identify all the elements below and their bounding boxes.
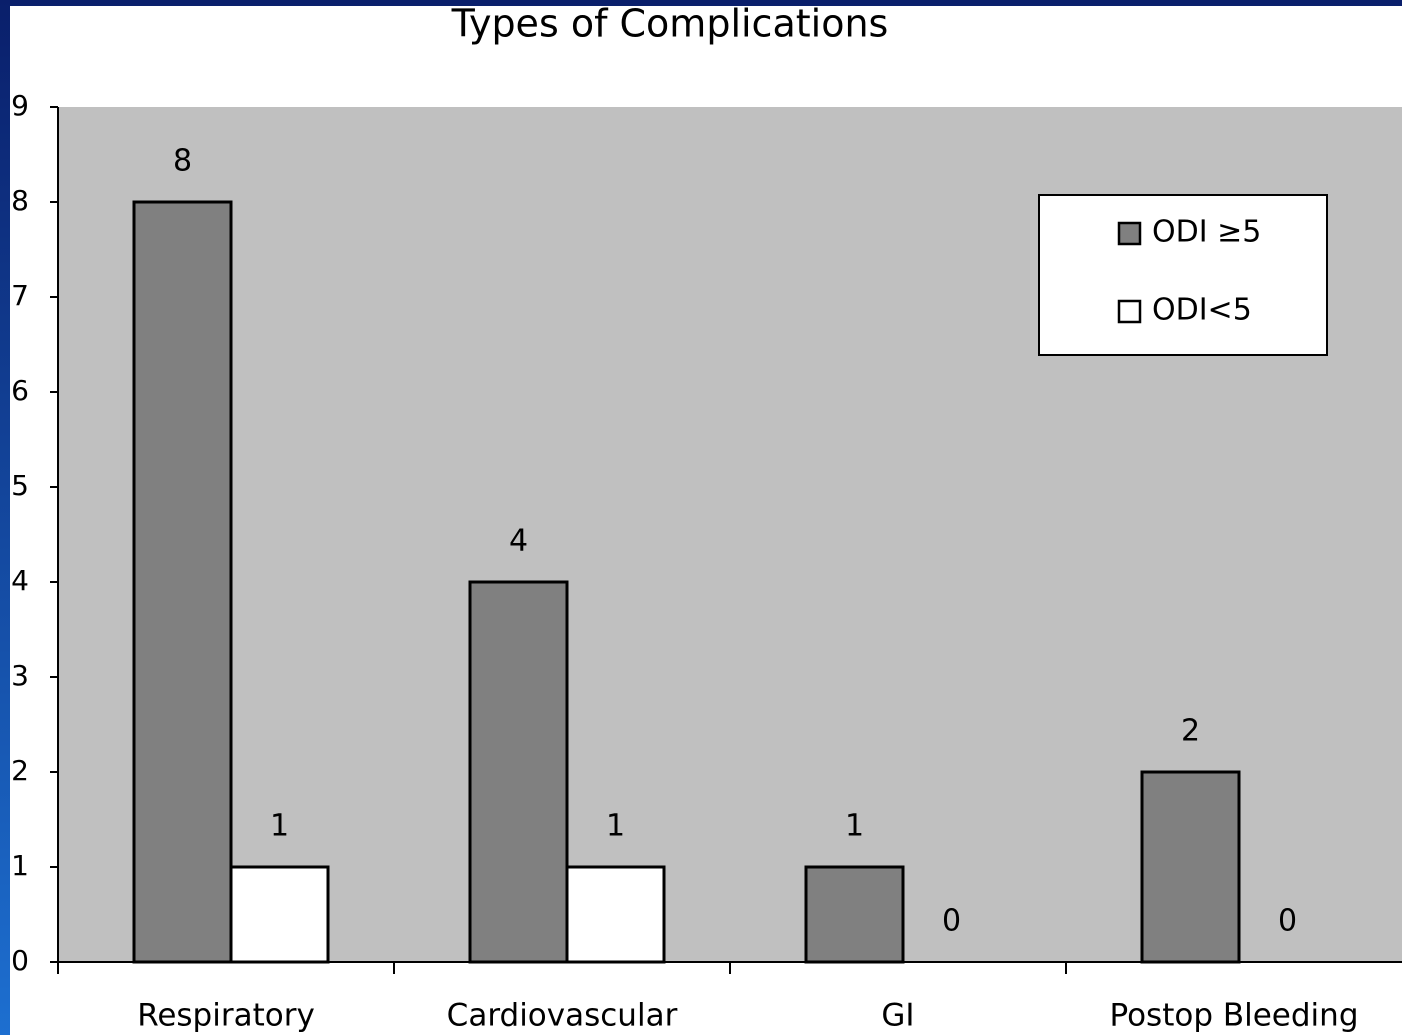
- bar: [229, 865, 330, 964]
- y-tick-label: 9: [11, 89, 29, 122]
- y-tick-label: 4: [11, 564, 29, 597]
- legend-swatch: [1117, 299, 1142, 324]
- bar: [1140, 770, 1241, 964]
- value-label: 8: [173, 144, 192, 179]
- y-tick-label: 8: [11, 184, 29, 217]
- bar: [804, 865, 905, 964]
- bar: [132, 200, 233, 964]
- legend-label: ODI<5: [1152, 293, 1252, 328]
- chart-title: Types of Complications: [451, 2, 889, 46]
- y-tick-label: 7: [11, 279, 29, 312]
- y-tick-label: 1: [11, 849, 29, 882]
- y-tick-label: 5: [11, 469, 29, 502]
- value-label: 1: [606, 809, 625, 844]
- legend-label: ODI ≥5: [1152, 215, 1261, 250]
- value-label: 1: [270, 809, 289, 844]
- value-label: 0: [942, 904, 961, 939]
- value-label: 2: [1181, 714, 1200, 749]
- x-tick-label: Postop Bleeding: [1110, 998, 1359, 1034]
- y-tick-label: 6: [11, 374, 29, 407]
- x-tick-label: GI: [881, 998, 914, 1034]
- y-tick-label: 2: [11, 754, 29, 787]
- value-label: 0: [1278, 904, 1297, 939]
- x-tick-label: Respiratory: [137, 998, 315, 1034]
- legend-swatch: [1117, 221, 1142, 246]
- value-label: 4: [509, 524, 528, 559]
- legend-box: [1038, 194, 1328, 356]
- bar: [565, 865, 666, 964]
- y-tick-label: 0: [11, 944, 29, 977]
- value-label: 1: [845, 809, 864, 844]
- y-tick-label: 3: [11, 659, 29, 692]
- x-tick-label: Cardiovascular: [447, 998, 678, 1034]
- bar: [468, 580, 569, 964]
